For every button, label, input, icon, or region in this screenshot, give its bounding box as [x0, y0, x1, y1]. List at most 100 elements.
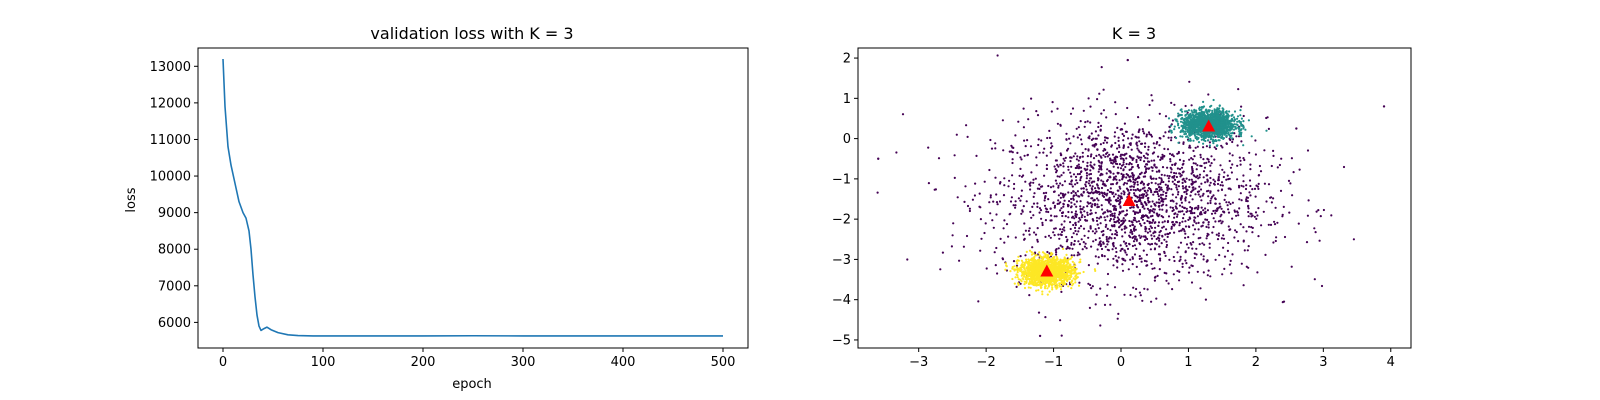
scatter-point: [1076, 254, 1079, 257]
scatter-point: [1159, 193, 1163, 196]
scatter-point: [1175, 221, 1179, 224]
scatter-point: [1246, 249, 1249, 252]
scatter-point: [1134, 228, 1137, 231]
scatter-point: [1078, 133, 1081, 136]
scatter-point: [1216, 238, 1220, 241]
scatter-point: [1016, 282, 1020, 285]
scatter-point: [1069, 156, 1072, 159]
scatter-point: [1051, 286, 1054, 289]
scatter-point: [1167, 117, 1171, 120]
scatter-point: [1218, 173, 1221, 176]
scatter-point: [1236, 144, 1239, 147]
scatter-point: [1177, 190, 1180, 194]
scatter-point: [1060, 153, 1063, 157]
scatter-point: [1166, 185, 1169, 188]
scatter-point: [1063, 199, 1066, 202]
scatter-point: [1162, 135, 1165, 138]
scatter-point: [1048, 136, 1051, 139]
scatter-point: [1127, 137, 1130, 140]
scatter-point: [983, 180, 986, 183]
scatter-point: [1095, 219, 1099, 222]
scatter-point: [1102, 154, 1105, 157]
scatter-point: [1220, 144, 1223, 147]
scatter-point: [1222, 137, 1225, 140]
scatter-point: [1180, 196, 1183, 200]
scatter-point: [1129, 231, 1132, 234]
scatter-point: [1104, 198, 1107, 201]
scatter-point: [1132, 157, 1135, 160]
scatter-point: [1060, 334, 1063, 337]
scatter-point: [1035, 289, 1038, 292]
scatter-point: [1187, 271, 1191, 274]
scatter-point: [1168, 258, 1171, 261]
scatter-point: [1122, 221, 1125, 225]
scatter-point: [1014, 236, 1017, 239]
scatter-point: [1062, 157, 1065, 160]
scatter-point: [1089, 283, 1092, 287]
scatter-point: [1097, 125, 1100, 129]
scatter-point: [1254, 195, 1257, 198]
scatter-point: [1168, 126, 1171, 129]
scatter-point: [1069, 227, 1072, 231]
scatter-point: [1173, 212, 1176, 216]
scatter-point: [1096, 177, 1100, 180]
scatter-point: [941, 251, 945, 254]
scatter-point: [1071, 216, 1074, 219]
scatter-point: [1087, 97, 1090, 100]
scatter-point: [1181, 265, 1184, 268]
scatter-point: [1046, 287, 1049, 290]
scatter-point: [1065, 132, 1068, 135]
scatter-point: [1045, 208, 1049, 211]
scatter-point: [1194, 180, 1197, 183]
scatter-point: [1093, 180, 1096, 183]
scatter-point: [1078, 227, 1081, 230]
scatter-point: [1172, 255, 1175, 259]
scatter-point: [1108, 201, 1111, 204]
scatter-point: [1069, 221, 1072, 224]
scatter-point: [1149, 209, 1152, 212]
scatter-point: [1222, 108, 1225, 111]
scatter-point: [1269, 223, 1273, 226]
scatter-point: [1021, 210, 1024, 213]
scatter-point: [1105, 141, 1109, 144]
scatter-point: [1094, 130, 1097, 133]
scatter-point: [1153, 247, 1157, 250]
scatter-point: [1245, 265, 1248, 268]
scatter-point: [1011, 158, 1014, 161]
scatter-point: [1144, 165, 1147, 168]
scatter-point: [1073, 262, 1076, 265]
scatter-point: [995, 213, 998, 216]
scatter-point: [1167, 136, 1170, 139]
scatter-point: [1162, 190, 1165, 193]
scatter-point: [1181, 185, 1184, 188]
scatter-point: [1197, 141, 1201, 144]
scatter-point: [1011, 267, 1014, 270]
scatter-point: [1035, 260, 1038, 263]
scatter-point: [1001, 119, 1005, 122]
scatter-point: [1207, 195, 1210, 198]
scatter-point: [1202, 258, 1205, 261]
scatter-point: [1111, 153, 1115, 156]
scatter-point: [1179, 210, 1182, 213]
scatter-point: [1104, 225, 1107, 228]
scatter-point: [1057, 184, 1060, 187]
scatter-point: [1019, 167, 1022, 170]
scatter-point: [1152, 193, 1155, 196]
scatter-point: [1199, 134, 1203, 137]
scatter-point: [1101, 194, 1104, 197]
loss-chart-xlabel: epoch: [452, 377, 492, 392]
scatter-point: [1160, 177, 1163, 180]
scatter-point: [1217, 112, 1220, 115]
scatter-point: [1256, 185, 1259, 188]
scatter-point: [933, 188, 936, 191]
scatter-point: [963, 200, 966, 203]
scatter-point: [1237, 88, 1240, 91]
scatter-point: [1104, 155, 1107, 158]
scatter-point: [1173, 163, 1177, 166]
scatter-point: [1099, 166, 1103, 169]
scatter-point: [1137, 200, 1140, 203]
scatter-point: [1141, 181, 1144, 184]
scatter-point: [1101, 208, 1104, 211]
scatter-point: [1131, 221, 1134, 224]
scatter-point: [1078, 172, 1081, 176]
